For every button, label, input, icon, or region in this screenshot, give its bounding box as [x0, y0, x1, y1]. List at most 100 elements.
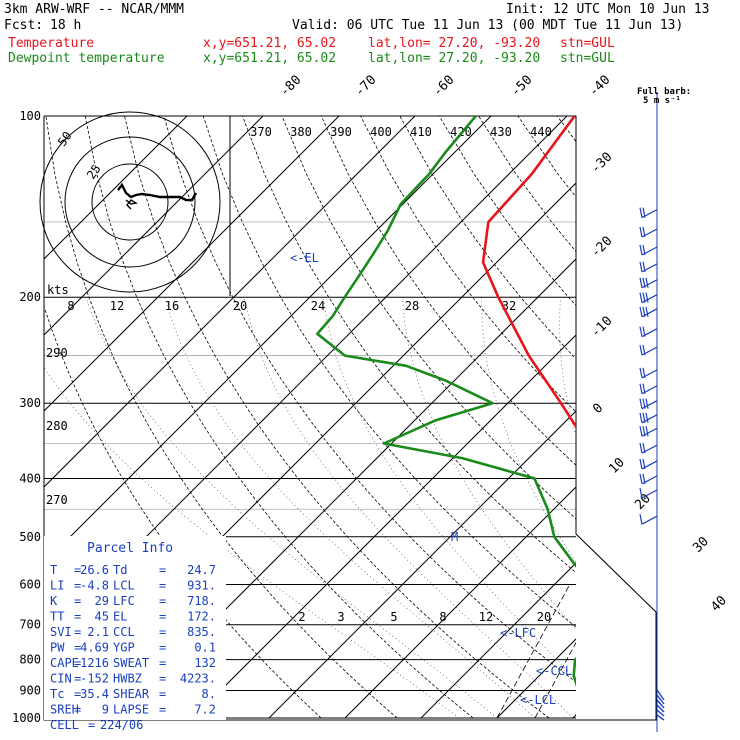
isotherm-line	[44, 116, 340, 412]
parcel-row-eq: =	[74, 625, 81, 639]
wind-barb	[656, 699, 665, 709]
hodo-storm-motion	[125, 199, 138, 210]
pressure-label: 100	[19, 109, 41, 123]
pressure-label: 300	[19, 396, 41, 410]
legend-temperature: Temperature	[8, 36, 95, 51]
parcel-row-eq: =	[159, 563, 166, 577]
mixing-ratio-line	[619, 584, 692, 718]
parcel-row-value: 8.	[202, 687, 216, 701]
wind-barb	[642, 244, 646, 256]
parcel-row-value: 26.6	[80, 563, 109, 577]
forecast-label: Fcst:	[4, 18, 44, 33]
pressure-label: 800	[19, 653, 41, 667]
parcel-row-eq: =	[74, 594, 81, 608]
parcel-row-label: T	[50, 563, 57, 577]
wind-barb	[656, 689, 665, 701]
mixing-ratio-line	[496, 584, 571, 719]
wind-barb	[639, 326, 643, 337]
parcel-row-label: HWBZ	[113, 672, 142, 686]
wind-barb	[639, 473, 643, 485]
temp-tick-label: 30	[690, 534, 712, 556]
level-marker: <-LCL	[520, 693, 556, 707]
parcel-row-label: LFC	[113, 594, 135, 608]
wind-barb	[639, 345, 643, 356]
hodo-speed-label: 12	[110, 299, 124, 313]
mixing-ratio-label: 2	[298, 610, 305, 624]
temp-tick-label: -80	[277, 73, 304, 100]
wind-barb	[639, 398, 643, 409]
parcel-row-value: 29	[95, 594, 109, 608]
wind-barb	[639, 292, 643, 303]
theta-label: 400	[370, 125, 392, 139]
moist-adiabat-line	[480, 297, 576, 563]
parcel-row-value: 132	[194, 656, 216, 670]
moist-adiabat-line	[636, 297, 740, 718]
parcel-row-eq: =	[159, 687, 166, 701]
dew-station: stn=GUL	[560, 51, 615, 66]
parcel-row-label: LI	[50, 579, 64, 593]
moist-adiabat-line	[164, 297, 536, 719]
temperature-line	[481, 116, 576, 430]
wind-barb	[639, 514, 643, 525]
parcel-row-label: LCL	[113, 579, 135, 593]
parcel-row-label: PW	[50, 641, 65, 655]
wind-barb	[639, 277, 643, 288]
temp-latlon: lat,lon= 27.20, -93.20	[368, 36, 541, 51]
pressure-label: 400	[19, 471, 41, 485]
dewpoint-line	[316, 116, 576, 687]
temp-tick-label: 0	[590, 401, 606, 417]
theta-label: 430	[490, 125, 512, 139]
hodo-ring	[64, 136, 196, 268]
wind-barb	[641, 489, 658, 499]
dry-adiabat-line	[675, 116, 740, 718]
wind-barb	[642, 442, 646, 454]
wind-barb	[656, 714, 665, 721]
dry-adiabat-line	[360, 116, 576, 413]
dew-xy: x,y=651.21, 65.02	[203, 51, 337, 66]
wind-barb	[642, 367, 646, 379]
wind-barb	[645, 306, 649, 317]
parcel-row-eq: =	[159, 641, 166, 655]
dry-adiabat-line	[556, 116, 576, 143]
barb-unit: 5 m s⁻¹	[643, 96, 681, 106]
wind-barb	[656, 709, 665, 717]
wind-barb	[642, 383, 646, 394]
wind-barb	[642, 426, 646, 437]
wind-barb	[639, 244, 643, 256]
init-time: Init: 12 UTC Mon 10 Jun 13	[506, 2, 710, 17]
parcel-row-eq: =	[159, 610, 166, 624]
parcel-row-eq: =	[74, 672, 81, 686]
wind-barb	[639, 383, 643, 394]
dew-latlon: lat,lon= 27.20, -93.20	[368, 51, 541, 66]
mixing-ratio-label: 5	[390, 610, 397, 624]
dry-adiabat-line	[84, 116, 474, 719]
wind-barb	[642, 326, 646, 337]
wind-barb	[642, 207, 646, 218]
parcel-row-eq: =	[159, 594, 166, 608]
temp-tick-label: 40	[708, 593, 730, 615]
level-marker: <-LFC	[500, 626, 536, 640]
wind-barb	[639, 458, 643, 470]
dry-adiabat-line	[320, 116, 576, 466]
isotherm-line	[649, 116, 740, 718]
theta-e-label: 280	[46, 419, 68, 433]
parcel-row-eq: =	[74, 610, 81, 624]
parcel-row-value: 35.4	[80, 687, 109, 701]
parcel-row-label: TT	[50, 610, 64, 624]
temp-tick-label: 10	[606, 455, 628, 477]
isotherm-line	[44, 116, 188, 260]
parcel-row-eq: =	[88, 718, 95, 732]
wind-barb	[645, 277, 649, 288]
parcel-row-value: 24.7	[187, 563, 216, 577]
wind-barb	[642, 306, 646, 317]
hodo-speed-label: 24	[311, 299, 325, 313]
wind-barb	[642, 226, 646, 238]
parcel-row-label: SVI	[50, 625, 72, 639]
temp-station: stn=GUL	[560, 36, 615, 51]
hodo-trace	[117, 182, 198, 202]
mixing-ratio-label: 20	[537, 610, 551, 624]
wind-barb	[642, 345, 646, 356]
parcel-row-eq: =	[159, 579, 166, 593]
parcel-title: Parcel Info	[87, 541, 173, 556]
